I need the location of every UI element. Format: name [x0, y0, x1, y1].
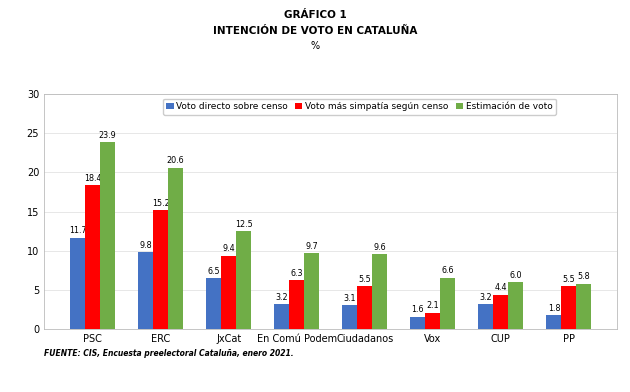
Bar [493, 295, 508, 329]
Bar [546, 315, 561, 329]
Text: 3.2: 3.2 [479, 293, 492, 302]
Text: 1.8: 1.8 [547, 304, 560, 313]
Text: 15.2: 15.2 [152, 199, 169, 208]
Text: FUENTE: CIS, Encuesta preelectoral Cataluña, enero 2021.: FUENTE: CIS, Encuesta preelectoral Catal… [44, 349, 294, 358]
Bar [342, 305, 357, 329]
Text: 20.6: 20.6 [167, 156, 185, 165]
Text: 2.1: 2.1 [427, 301, 439, 310]
Bar [425, 313, 440, 329]
Bar [304, 253, 319, 329]
Text: 18.4: 18.4 [84, 174, 101, 183]
Text: 5.8: 5.8 [578, 272, 590, 281]
Bar [274, 304, 289, 329]
Text: 3.2: 3.2 [275, 293, 288, 302]
Text: GRÁFICO 1: GRÁFICO 1 [284, 10, 346, 20]
Bar [410, 317, 425, 329]
Text: 9.6: 9.6 [374, 243, 386, 252]
Bar [153, 210, 168, 329]
Bar [561, 286, 576, 329]
Text: 3.1: 3.1 [343, 294, 356, 303]
Bar [221, 256, 236, 329]
Bar [236, 231, 251, 329]
Bar [576, 284, 592, 329]
Bar [168, 168, 183, 329]
Bar [508, 282, 524, 329]
Bar [289, 280, 304, 329]
Bar [85, 185, 100, 329]
Text: 4.4: 4.4 [495, 283, 507, 292]
Bar [357, 286, 372, 329]
Legend: Voto directo sobre censo, Voto más simpatía según censo, Estimación de voto: Voto directo sobre censo, Voto más simpa… [163, 99, 556, 115]
Text: 23.9: 23.9 [99, 131, 117, 140]
Text: 6.6: 6.6 [442, 266, 454, 275]
Text: 12.5: 12.5 [235, 220, 253, 229]
Bar [440, 278, 455, 329]
Text: 5.5: 5.5 [563, 275, 575, 284]
Text: 6.3: 6.3 [290, 269, 303, 278]
Text: INTENCIÓN DE VOTO EN CATALUÑA: INTENCIÓN DE VOTO EN CATALUÑA [213, 25, 417, 36]
Text: 9.7: 9.7 [306, 242, 318, 251]
Text: 1.6: 1.6 [411, 305, 424, 314]
Text: 6.5: 6.5 [207, 267, 220, 276]
Bar [70, 238, 85, 329]
Bar [372, 254, 387, 329]
Text: 5.5: 5.5 [358, 275, 371, 284]
Text: 9.8: 9.8 [139, 241, 152, 250]
Text: 11.7: 11.7 [69, 226, 86, 235]
Text: 9.4: 9.4 [222, 244, 235, 253]
Bar [206, 278, 221, 329]
Bar [138, 252, 153, 329]
Text: 6.0: 6.0 [510, 271, 522, 280]
Bar [100, 142, 115, 329]
Bar [478, 304, 493, 329]
Text: %: % [311, 41, 319, 51]
